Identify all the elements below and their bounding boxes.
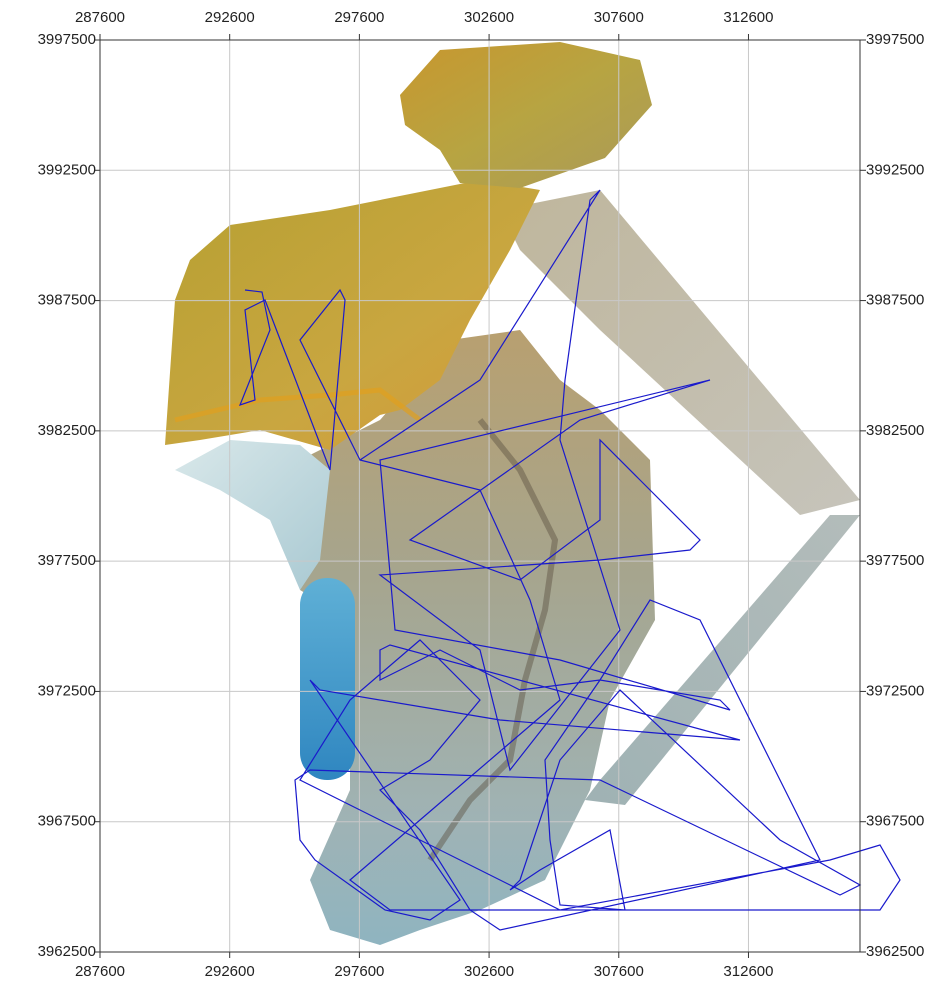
x-tick-label: 297600 [334,963,384,980]
x-tick-label: 307600 [594,963,644,980]
x-tick-label: 312600 [723,9,773,26]
y-tick-label: 3997500 [866,31,924,48]
y-tick-label: 3972500 [38,682,96,699]
y-tick-label: 3992500 [866,161,924,178]
x-tick-label: 312600 [723,963,773,980]
y-tick-label: 3982500 [38,422,96,439]
y-tick-label: 3987500 [38,292,96,309]
x-tick-label: 292600 [205,963,255,980]
y-tick-label: 3992500 [38,161,96,178]
y-tick-label: 3972500 [866,682,924,699]
y-tick-label: 3967500 [866,813,924,830]
y-tick-label: 3962500 [38,943,96,960]
y-tick-label: 3977500 [866,552,924,569]
y-tick-label: 3987500 [866,292,924,309]
map: 287600 287600 292600 292600 297600 297600 3026… [0,0,952,983]
y-tick-label: 3967500 [38,813,96,830]
north-lobe [400,42,652,188]
y-tick-label: 3982500 [866,422,924,439]
page: 287600 287600 292600 292600 297600 297600 3026… [0,0,952,988]
x-tick-label: 287600 [75,963,125,980]
x-tick-label: 307600 [594,9,644,26]
y-tick-label: 3977500 [38,552,96,569]
bathymetry [165,42,860,945]
y-tick-label: 3962500 [866,943,924,960]
x-tick-label: 292600 [205,9,255,26]
x-tick-label: 302600 [464,9,514,26]
x-tick-label: 297600 [334,9,384,26]
x-tick-label: 302600 [464,963,514,980]
x-tick-label: 287600 [75,9,125,26]
blue-swath [300,578,355,780]
western-shelf [175,440,330,590]
y-tick-label: 3997500 [38,31,96,48]
